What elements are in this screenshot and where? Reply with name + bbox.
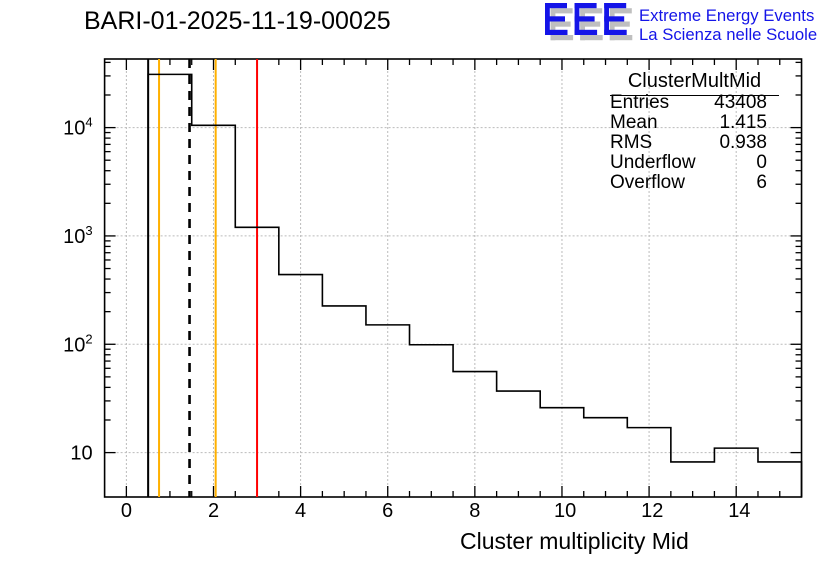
svg-text:104: 104 [63,115,92,140]
svg-text:103: 103 [63,223,92,248]
svg-text:10: 10 [70,443,92,465]
svg-text:102: 102 [63,331,92,356]
